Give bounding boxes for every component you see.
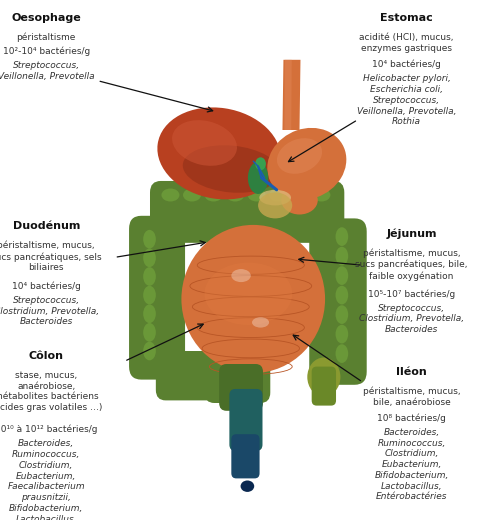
Text: 10⁸ bactéries/g: 10⁸ bactéries/g [377, 413, 446, 423]
Ellipse shape [248, 162, 268, 194]
Text: acidité (HCl), mucus,
enzymes gastriques: acidité (HCl), mucus, enzymes gastriques [359, 33, 454, 53]
Ellipse shape [161, 188, 179, 201]
Text: péristaltisme, mucus,
bile, anaérobiose: péristaltisme, mucus, bile, anaérobiose [363, 386, 460, 407]
Text: péristaltisme: péristaltisme [17, 33, 76, 42]
Ellipse shape [258, 192, 292, 218]
Text: Streptococcus,
Clostridium, Prevotella,
Bacteroides: Streptococcus, Clostridium, Prevotella, … [359, 304, 464, 334]
Text: 10¹⁰ à 10¹² bactéries/g: 10¹⁰ à 10¹² bactéries/g [0, 425, 97, 434]
Ellipse shape [336, 246, 348, 266]
Polygon shape [282, 60, 300, 130]
Ellipse shape [183, 145, 280, 193]
Text: 10⁴ bactéries/g: 10⁴ bactéries/g [372, 60, 441, 69]
Ellipse shape [252, 317, 269, 328]
FancyBboxPatch shape [231, 434, 260, 478]
Text: Streptococcus,
Clostridium, Prevotella,
Bacteroides: Streptococcus, Clostridium, Prevotella, … [0, 296, 99, 327]
Ellipse shape [277, 138, 322, 174]
Ellipse shape [167, 358, 223, 396]
FancyBboxPatch shape [205, 354, 270, 403]
Text: Streptococcus,
Veillonella, Prevotella: Streptococcus, Veillonella, Prevotella [0, 61, 94, 81]
Ellipse shape [143, 286, 156, 304]
Ellipse shape [143, 249, 156, 267]
FancyBboxPatch shape [150, 181, 344, 243]
Text: Iléon: Iléon [396, 367, 427, 376]
Ellipse shape [259, 190, 291, 205]
Ellipse shape [182, 225, 325, 373]
Ellipse shape [143, 267, 156, 286]
Text: Jéjunum: Jéjunum [386, 229, 437, 239]
Text: Bacteroides,
Ruminococcus,
Clostridium,
Eubacterium,
Bifidobacterium,
Lactobacil: Bacteroides, Ruminococcus, Clostridium, … [375, 428, 449, 501]
FancyBboxPatch shape [219, 364, 263, 411]
Ellipse shape [336, 344, 348, 363]
FancyBboxPatch shape [312, 367, 336, 406]
Text: 10⁵-10⁷ bactéries/g: 10⁵-10⁷ bactéries/g [368, 289, 455, 298]
Text: Duodénum: Duodénum [13, 221, 80, 231]
Ellipse shape [248, 188, 266, 201]
Text: stase, mucus,
anaérobiose,
métabolites bactériens
(acides gras volatiles …): stase, mucus, anaérobiose, métabolites b… [0, 371, 102, 412]
Text: Oesophage: Oesophage [11, 13, 81, 23]
Ellipse shape [336, 286, 348, 304]
Ellipse shape [172, 120, 237, 166]
Ellipse shape [336, 305, 348, 324]
Text: péristaltisme, mucus,
sucs pancréatiques, bile,
faible oxygénation: péristaltisme, mucus, sucs pancréatiques… [355, 249, 468, 281]
Text: Côlon: Côlon [29, 351, 64, 361]
Ellipse shape [281, 186, 318, 214]
Ellipse shape [143, 323, 156, 342]
Text: 10²-10⁴ bactéries/g: 10²-10⁴ bactéries/g [2, 46, 90, 56]
Ellipse shape [205, 188, 223, 201]
FancyBboxPatch shape [129, 216, 185, 380]
Text: Helicobacter pylori,
Escherichia coli,
Streptococcus,
Veillonella, Prevotella,
R: Helicobacter pylori, Escherichia coli, S… [357, 74, 456, 126]
Ellipse shape [231, 269, 251, 282]
Polygon shape [284, 60, 292, 130]
Text: Bacteroides,
Ruminococcus,
Clostridium,
Eubacterium,
Faecalibacterium
prausnitzi: Bacteroides, Ruminococcus, Clostridium, … [7, 439, 85, 520]
Ellipse shape [307, 358, 340, 396]
Ellipse shape [241, 480, 254, 492]
FancyBboxPatch shape [309, 218, 367, 385]
FancyBboxPatch shape [229, 389, 262, 451]
Ellipse shape [157, 108, 281, 199]
Ellipse shape [205, 263, 292, 325]
Ellipse shape [226, 188, 244, 201]
Ellipse shape [143, 230, 156, 249]
Ellipse shape [269, 188, 287, 201]
Ellipse shape [183, 188, 201, 201]
Ellipse shape [336, 324, 348, 343]
Ellipse shape [255, 157, 266, 170]
Text: 10⁴ bactéries/g: 10⁴ bactéries/g [12, 281, 81, 291]
FancyBboxPatch shape [156, 351, 224, 400]
Ellipse shape [143, 304, 156, 323]
Ellipse shape [336, 266, 348, 285]
Ellipse shape [291, 188, 309, 201]
Text: péristaltisme, mucus,
sucs pancréatiques, sels
biliaires: péristaltisme, mucus, sucs pancréatiques… [0, 241, 102, 272]
Ellipse shape [313, 188, 331, 201]
Text: Estomac: Estomac [380, 13, 433, 23]
Ellipse shape [267, 128, 346, 200]
Ellipse shape [143, 342, 156, 360]
Ellipse shape [336, 227, 348, 246]
